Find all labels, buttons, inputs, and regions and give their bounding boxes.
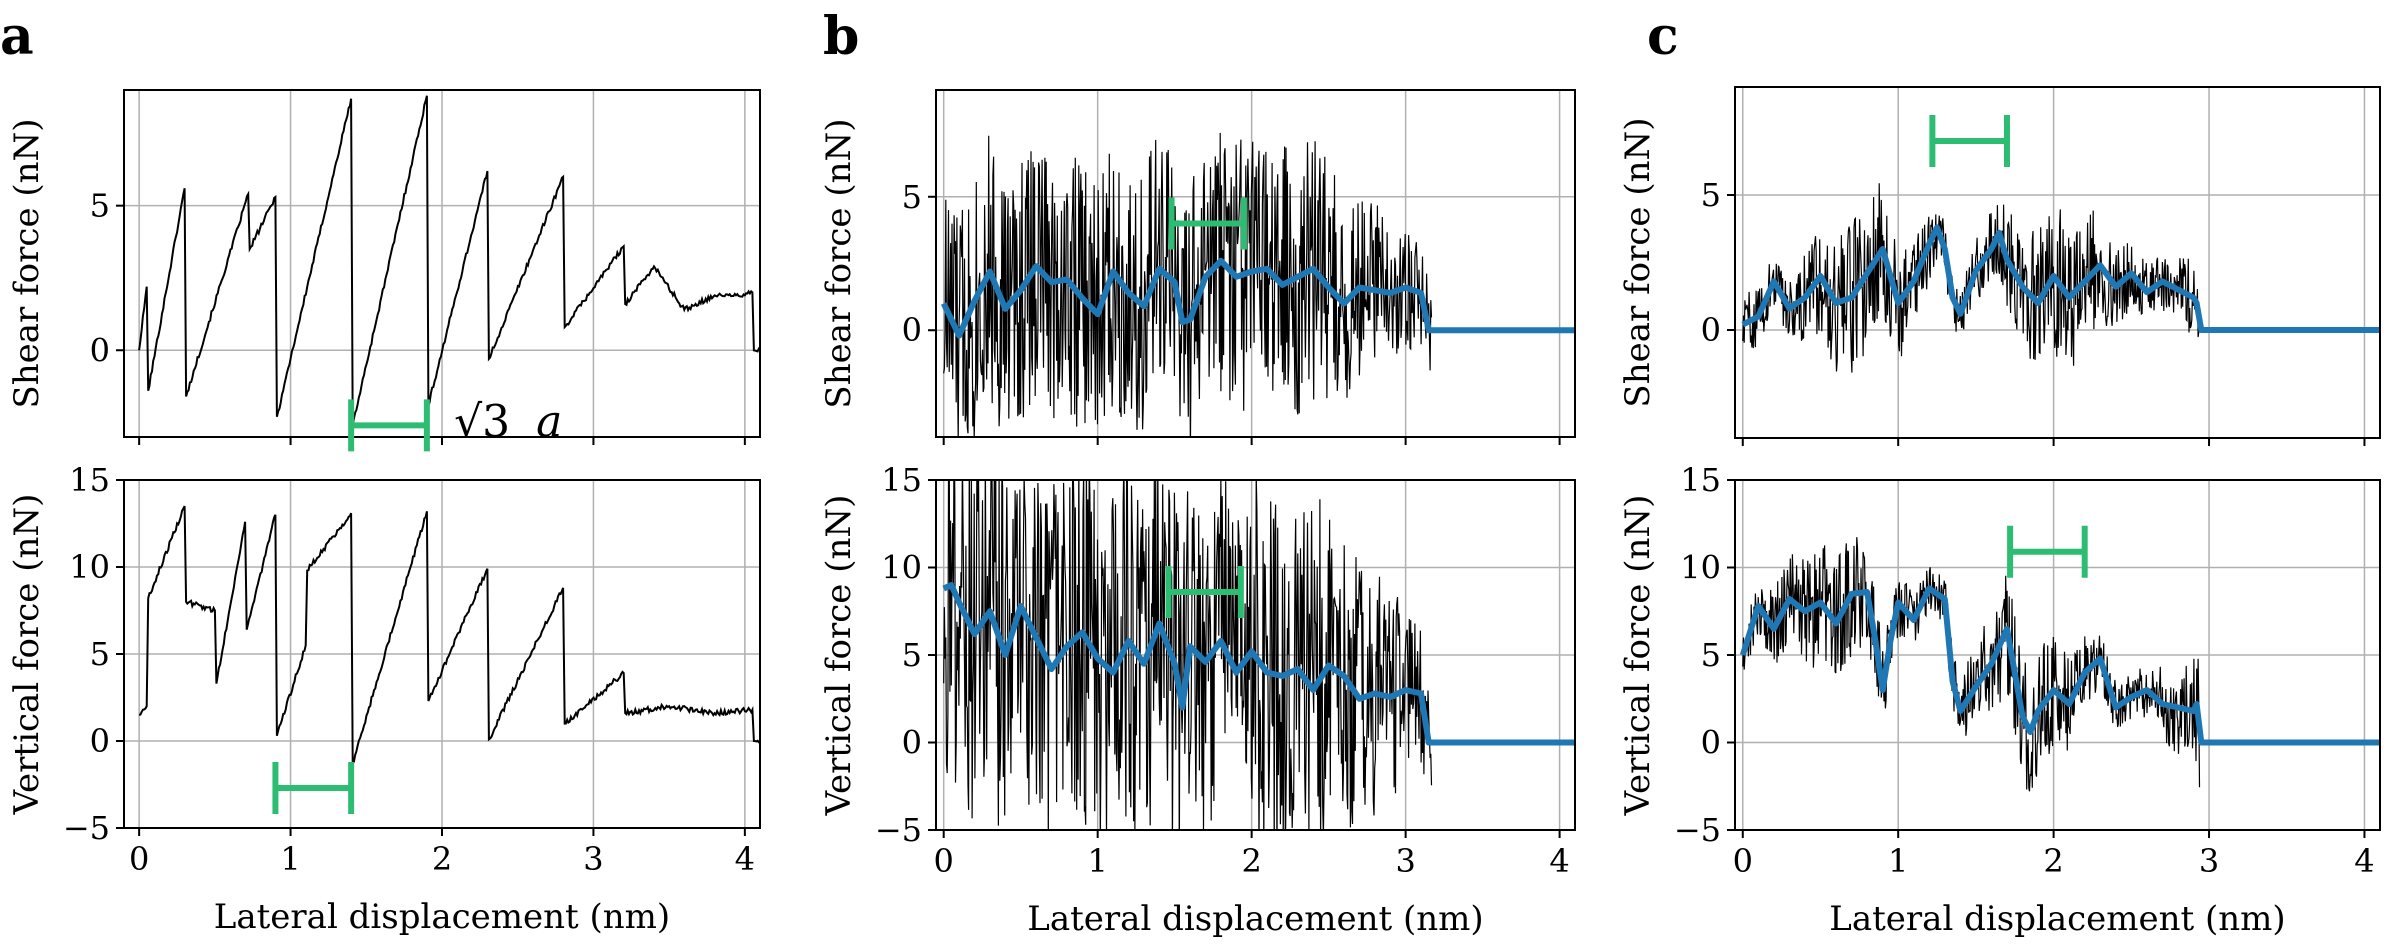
x-tick-label: 2 [432, 840, 452, 878]
plot-area [138, 505, 760, 767]
raw-force-trace [943, 132, 1433, 437]
y-tick-label: 5 [1701, 176, 1721, 214]
y-tick-label: 0 [90, 722, 110, 760]
y-tick-label: 5 [1701, 636, 1721, 674]
plot-area [940, 132, 1575, 437]
x-tick-label: 4 [2354, 842, 2374, 880]
y-axis-label: Vertical force (nN) [1618, 495, 1658, 817]
axes-frame [935, 89, 1576, 438]
x-tick-label: 1 [1888, 842, 1908, 880]
x-tick-label: 2 [2043, 842, 2063, 880]
lattice-spacing-bracket [348, 399, 430, 452]
y-axis-label: Shear force (nN) [1618, 117, 1658, 407]
panel-letter-c: c [1647, 6, 1679, 67]
raw-force-trace [1742, 537, 2201, 792]
lattice-a-text: a [536, 397, 562, 448]
lattice-spacing-bracket [272, 761, 355, 814]
raw-force-trace [138, 95, 760, 426]
y-tick-label: 15 [881, 461, 922, 499]
plot-area [942, 480, 1575, 830]
panel-letter-b: b [823, 6, 859, 67]
lattice-spacing-bracket [1168, 197, 1247, 250]
y-axis-label: Vertical force (nN) [819, 495, 859, 817]
x-tick-label: 4 [1549, 842, 1569, 880]
axes-frame [1734, 86, 2381, 439]
x-tick-label: 0 [934, 842, 954, 880]
y-tick-label: 0 [902, 724, 922, 762]
smoothed-force-line [1739, 585, 2380, 746]
y-tick-label: 5 [90, 635, 110, 673]
y-tick-label: 10 [1680, 549, 1721, 587]
x-axis-label: Lateral displacement (nm) [1829, 899, 2285, 939]
x-axis-label: Lateral displacement (nm) [214, 897, 670, 937]
plot-area [1741, 183, 2380, 373]
x-tick-label: 3 [583, 840, 603, 878]
sqrt3-a-annotation: √3 a [454, 397, 562, 448]
y-tick-label: 0 [902, 311, 922, 349]
y-tick-label: 0 [1701, 724, 1721, 762]
y-tick-label: 15 [1680, 461, 1721, 499]
plot-a-vertical: 0 1 2 3 4 −5 0 5 10 15 Vertical force (nN) Lateral … [7, 461, 761, 937]
x-tick-label: 1 [280, 840, 300, 878]
y-axis-label: Shear force (nN) [819, 118, 859, 408]
x-tick-label: 1 [1087, 842, 1107, 880]
plot-b-shear: 0 5 Shear force (nN) [819, 89, 1576, 445]
y-tick-label: −5 [63, 809, 110, 847]
y-tick-label: −5 [1674, 811, 1721, 849]
smoothed-force-line [942, 582, 1575, 746]
x-tick-label: 4 [735, 840, 755, 878]
lattice-spacing-bracket [1165, 566, 1244, 618]
y-axis-label: Shear force (nN) [7, 118, 47, 408]
panel-letter-a: a [0, 6, 34, 67]
plot-c-vertical: 0 1 2 3 4 −5 0 5 10 15 Vertical force (nN) Lateral … [1618, 461, 2381, 939]
y-tick-label: 0 [90, 331, 110, 369]
plot-a-shear: 0 5 Shear force (nN) [7, 89, 761, 452]
lattice-spacing-bracket [2007, 525, 2088, 578]
y-tick-label: −5 [875, 811, 922, 849]
y-tick-label: 0 [1701, 311, 1721, 349]
plot-area [138, 95, 760, 426]
y-tick-label: 5 [902, 178, 922, 216]
y-axis-label: Vertical force (nN) [7, 494, 47, 816]
x-tick-label: 3 [1395, 842, 1415, 880]
plot-c-shear: 0 5 Shear force (nN) [1618, 86, 2381, 446]
sqrt3-text: √3 [454, 397, 510, 448]
y-tick-label: 5 [902, 636, 922, 674]
y-tick-label: 15 [69, 461, 110, 499]
x-axis-label: Lateral displacement (nm) [1027, 899, 1483, 939]
raw-force-trace [138, 505, 760, 767]
lattice-spacing-bracket [1929, 115, 2010, 167]
smoothed-force-line [940, 257, 1575, 339]
raw-force-trace [943, 480, 1433, 830]
y-tick-label: 10 [69, 548, 110, 586]
x-tick-label: 2 [1241, 842, 1261, 880]
x-tick-label: 3 [2199, 842, 2219, 880]
y-tick-label: 5 [90, 187, 110, 225]
x-tick-label: 0 [129, 840, 149, 878]
y-tick-label: 10 [881, 549, 922, 587]
x-tick-label: 0 [1733, 842, 1753, 880]
plot-b-vertical: 0 1 2 3 4 −5 0 5 10 15 Vertical force (nN) Lateral … [819, 461, 1576, 939]
smoothed-force-line [1741, 224, 2380, 333]
plot-area [1739, 537, 2380, 792]
